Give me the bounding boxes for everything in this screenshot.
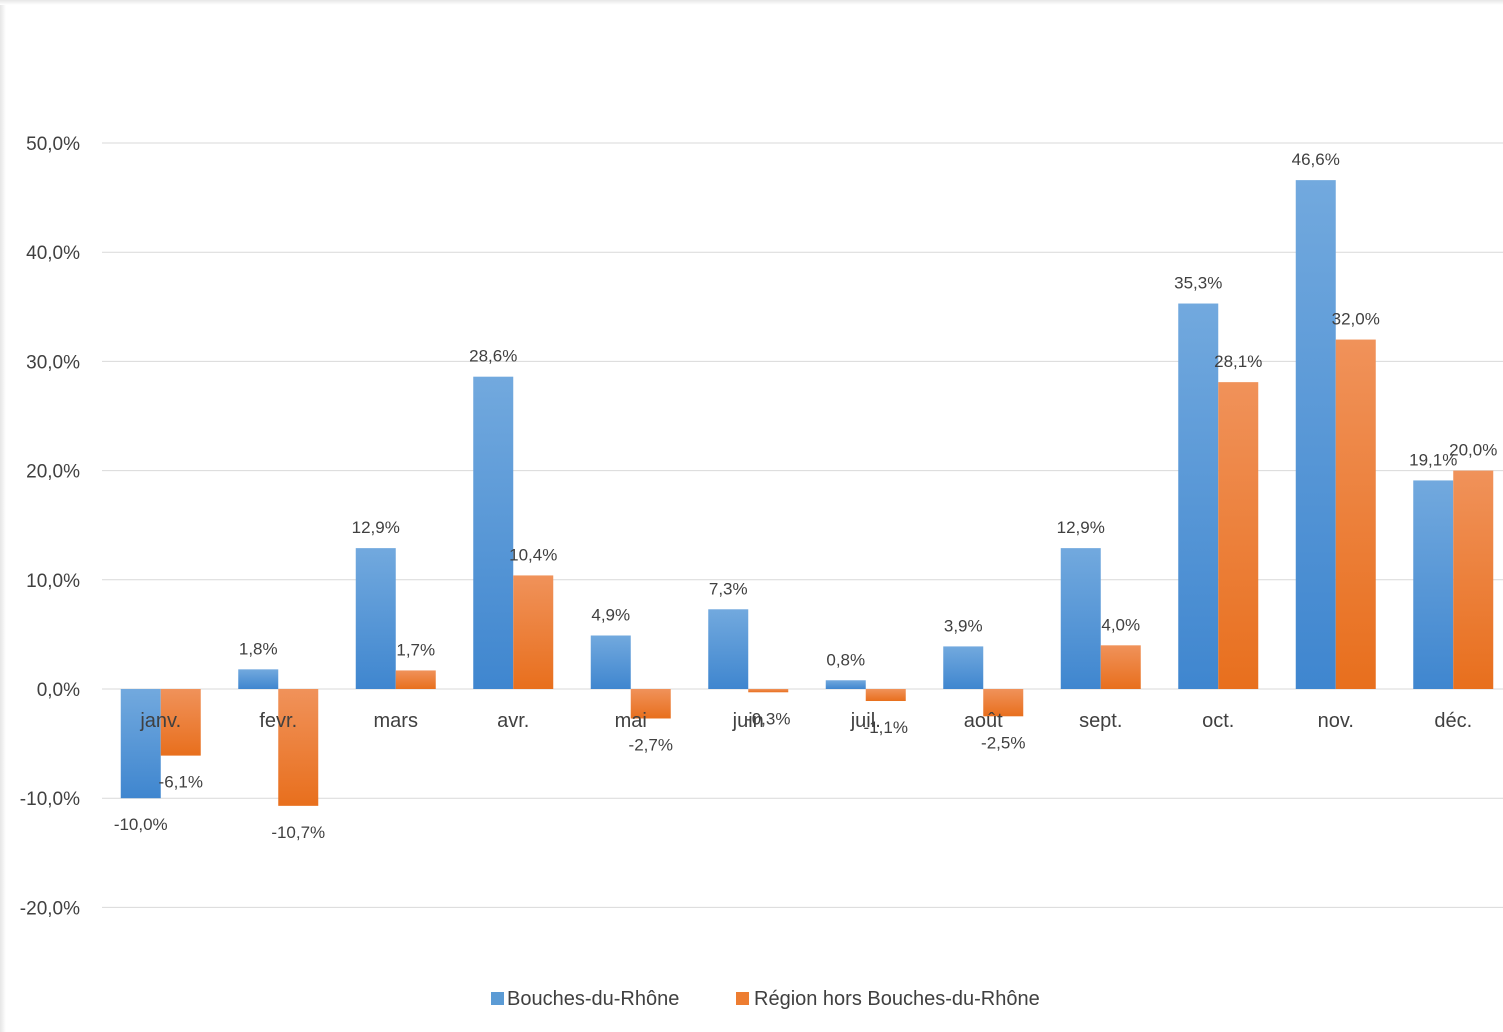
bar-bouches-du-rhone [943, 646, 984, 689]
data-label-region-hors-bdr: -10,7% [271, 823, 325, 842]
bar-region-hors-bdr [1453, 470, 1494, 689]
y-tick-label: 10,0% [26, 571, 80, 592]
gridlines [102, 142, 1503, 908]
bar-region-hors-bdr [983, 689, 1024, 717]
legend-swatch [736, 992, 749, 1005]
bar-region-hors-bdr [630, 689, 671, 719]
legend-item-bouches-du-rhone: Bouches-du-Rhône [507, 988, 679, 1010]
bar-bouches-du-rhone [825, 680, 866, 689]
data-label-region-hors-bdr: -2,7% [629, 735, 673, 754]
bars [120, 180, 1494, 806]
bar-region-hors-bdr [748, 689, 789, 693]
y-tick-label: 30,0% [26, 352, 80, 373]
bar-region-hors-bdr [1218, 382, 1259, 689]
x-category-label: juil. [850, 710, 881, 732]
data-label-region-hors-bdr: 1,7% [396, 640, 435, 659]
data-label-region-hors-bdr: -1,1% [864, 718, 908, 737]
x-category-label: avr. [497, 710, 529, 732]
y-tick-label: 20,0% [26, 462, 80, 483]
bar-bouches-du-rhone [1295, 180, 1336, 690]
bar-bouches-du-rhone [355, 548, 396, 689]
bar-region-hors-bdr [865, 689, 906, 702]
data-label-region-hors-bdr: 28,1% [1214, 352, 1262, 371]
x-category-label: janv. [139, 710, 181, 732]
legend-swatch [491, 992, 504, 1005]
data-label-region-hors-bdr: 20,0% [1449, 441, 1497, 460]
y-tick-label: 40,0% [26, 243, 80, 264]
data-label-bouches-du-rhone: 4,9% [591, 605, 630, 624]
bar-bouches-du-rhone [1178, 303, 1219, 689]
bar-bouches-du-rhone [590, 635, 631, 689]
legend: Bouches-du-Rhône Région hors Bouches-du-R… [491, 988, 1040, 1010]
bar-region-hors-bdr [1335, 339, 1376, 689]
bar-bouches-du-rhone [120, 689, 161, 799]
data-label-region-hors-bdr: 4,0% [1101, 615, 1140, 634]
data-label-bouches-du-rhone: 12,9% [1057, 518, 1105, 537]
data-label-region-hors-bdr: 10,4% [509, 545, 557, 564]
y-tick-label: 50,0% [26, 134, 80, 155]
y-tick-label: 0,0% [37, 680, 80, 701]
top-edge-shade [0, 0, 1503, 5]
bar-region-hors-bdr [395, 670, 436, 689]
x-category-label: fevr. [259, 710, 297, 732]
data-label-region-hors-bdr: -0,3% [746, 709, 790, 728]
bar-bouches-du-rhone [1060, 548, 1101, 689]
left-edge-shade [0, 0, 6, 1032]
axes: 50,0% 40,0% 30,0% 20,0% 10,0% 0,0% -10,0% -20,0… [20, 134, 1472, 919]
data-label-bouches-du-rhone: 1,8% [239, 639, 278, 658]
bar-region-hors-bdr [160, 689, 201, 756]
x-category-label: nov. [1318, 710, 1354, 732]
legend-item-region-hors-bdr: Région hors Bouches-du-Rhône [754, 988, 1040, 1010]
y-tick-label: -20,0% [20, 898, 80, 919]
x-category-label: mai [615, 710, 647, 732]
data-label-bouches-du-rhone: 46,6% [1292, 150, 1340, 169]
data-label-bouches-du-rhone: 3,9% [944, 616, 983, 635]
data-label-bouches-du-rhone: 12,9% [352, 518, 400, 537]
data-label-bouches-du-rhone: 19,1% [1409, 450, 1457, 469]
data-label-bouches-du-rhone: 28,6% [469, 347, 517, 366]
x-category-label: mars [374, 710, 418, 732]
data-label-bouches-du-rhone: -10,0% [114, 815, 168, 834]
data-label-region-hors-bdr: -6,1% [159, 773, 203, 792]
x-category-label: août [964, 710, 1003, 732]
data-label-bouches-du-rhone: 35,3% [1174, 274, 1222, 293]
data-label-region-hors-bdr: 32,0% [1332, 310, 1380, 329]
x-category-label: juin [732, 710, 764, 732]
data-label-bouches-du-rhone: 0,8% [826, 650, 865, 669]
bar-region-hors-bdr [278, 689, 319, 806]
data-label-bouches-du-rhone: 7,3% [709, 579, 748, 598]
bar-region-hors-bdr [513, 575, 554, 689]
bar-bouches-du-rhone [708, 609, 749, 689]
bar-bouches-du-rhone [1413, 480, 1454, 689]
x-category-label: sept. [1079, 710, 1122, 732]
y-tick-label: -10,0% [20, 789, 80, 810]
bar-bouches-du-rhone [473, 376, 514, 689]
x-category-label: oct. [1202, 710, 1234, 732]
x-category-label: déc. [1434, 710, 1472, 732]
data-labels: -10,0% 1,8% 12,9% 28,6% 4,9% 7,3% 0,8% 3,9% 12,9… [114, 150, 1498, 842]
bar-region-hors-bdr [1100, 645, 1141, 689]
data-label-region-hors-bdr: -2,5% [981, 733, 1025, 752]
bar-bouches-du-rhone [238, 669, 279, 689]
